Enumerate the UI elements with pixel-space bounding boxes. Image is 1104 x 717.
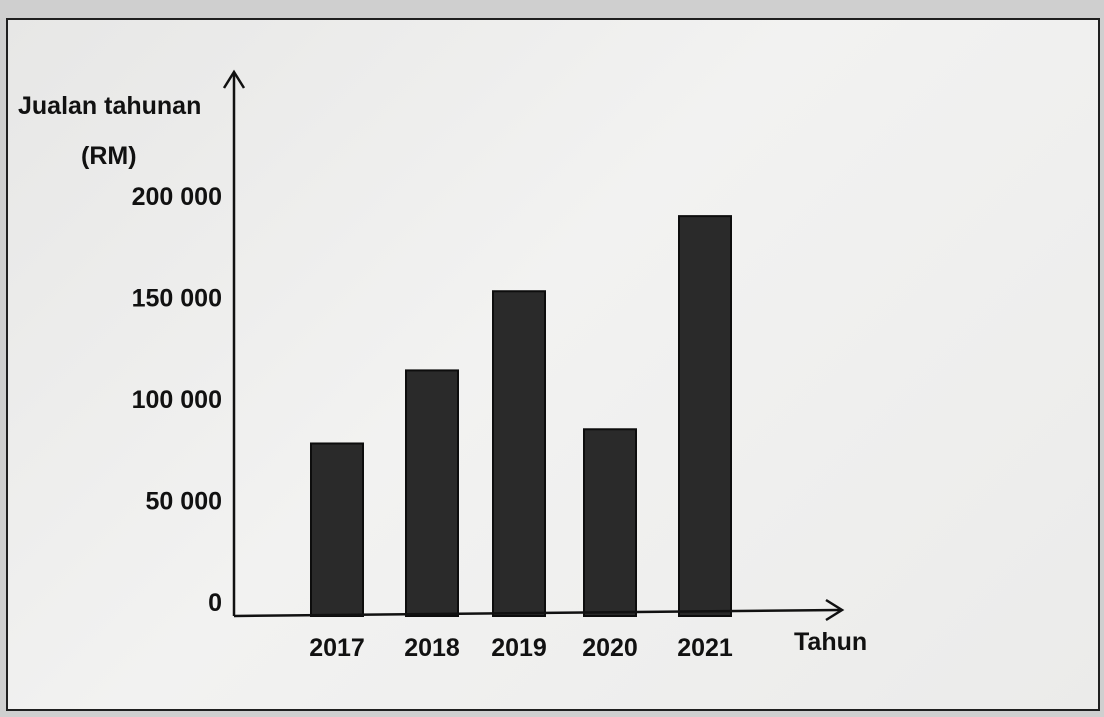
y-tick-label: 100 000: [132, 386, 222, 414]
bar-2021: [678, 215, 732, 617]
x-axis-title: Tahun: [794, 628, 867, 656]
y-tick-label: 150 000: [132, 285, 222, 313]
bars-group: [310, 215, 732, 618]
x-tick-label: 2021: [677, 634, 733, 662]
axes-group: [222, 69, 845, 622]
y-tick-label: 50 000: [146, 488, 222, 516]
y-axis-title-line1: Jualan tahunan: [18, 92, 201, 120]
bar-2020: [583, 428, 637, 617]
x-tick-label: 2017: [309, 634, 365, 662]
y-axis-arrowhead: [222, 69, 246, 89]
y-axis-title-line2: (RM): [81, 142, 137, 170]
x-tick-labels: 2017 2018 2019 2020 2021: [309, 634, 733, 662]
y-tick-labels: 0 50 000 100 000 150 000 200 000: [132, 183, 222, 617]
chart-frame: [6, 18, 1100, 711]
y-tick-label: 0: [208, 589, 222, 617]
x-tick-label: 2020: [582, 634, 638, 662]
bar-2018: [405, 369, 459, 617]
x-axis-arrowhead: [825, 598, 845, 622]
x-tick-label: 2019: [491, 634, 547, 662]
bar-2019: [492, 290, 546, 617]
y-tick-label: 200 000: [132, 183, 222, 211]
x-tick-label: 2018: [404, 634, 460, 662]
bar-2017: [310, 442, 364, 618]
x-axis-line: [233, 608, 841, 618]
